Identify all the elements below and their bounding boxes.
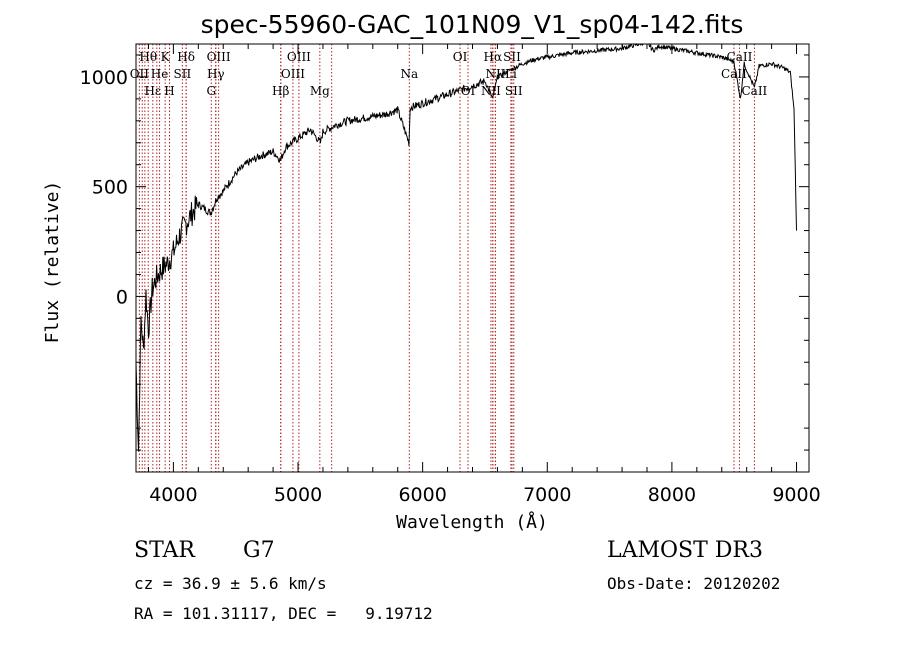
spectral-line-label: OIII [207,50,231,64]
spectral-line-label: Hθ [139,50,157,64]
spectral-line-label: CaII [727,50,753,64]
spectral-line-label: SII [505,84,523,98]
spectral-line-label: CaII [741,84,767,98]
x-tick-label: 9000 [772,484,820,506]
x-tick-label: 8000 [648,484,696,506]
object-class: STAR [134,538,195,563]
spectral-line-label: Hγ [207,67,225,81]
obs-date-text: Obs-Date: 20120202 [607,574,781,593]
spectral-line-label: NII [481,84,501,98]
spectrum-line [135,43,797,452]
chart-title: spec-55960-GAC_101N09_V1_sp04-142.fits [201,10,744,39]
spectral-line-label: OII [130,67,150,81]
spectral-line-label: G [206,84,216,98]
spectral-line-label: OIII [281,67,305,81]
spectral-line-label: SII [503,50,521,64]
spectral-line-label: OI [461,84,476,98]
coordinates-text: RA = 101.31117, DEC = 9.19712 [134,604,433,623]
spectral-line-label: K [161,50,171,64]
survey-name: LAMOST DR3 [607,538,763,563]
y-tick-label: 1000 [80,67,128,89]
axis-ticks: 4000 5000 6000 7000 8000 9000 0 500 1000 [80,44,821,506]
x-tick-label: 7000 [523,484,571,506]
spectrum-series [135,43,797,452]
x-tick-label: 6000 [398,484,446,506]
spectral-line-label: CaII [721,67,747,81]
spectral-line-label: Li [505,67,517,81]
plot-axes [135,43,810,473]
spectral-line-label: Na [400,67,418,81]
redshift-text: cz = 36.9 ± 5.6 km/s [134,574,327,593]
x-tick-label: 4000 [149,484,197,506]
spectral-line-label: OIII [287,50,311,64]
x-tick-label: 5000 [274,484,322,506]
spectral-line-label: Hα [484,50,503,64]
spectral-line-label: NII [485,67,505,81]
spectral-line-label: Hβ [272,84,289,98]
spectral-line-label: He [151,67,169,81]
spectral-line-label: Hδ [177,50,195,64]
spectral-line-markers [138,44,755,472]
plot-frame [135,43,810,473]
x-axis-label: Wavelength (Å) [396,511,548,533]
spectral-line-label: H [164,84,174,98]
y-tick-label: 0 [116,286,128,308]
object-subclass: G7 [243,538,275,563]
spectral-line-label: Mg [310,84,330,98]
y-axis-label: Flux (relative) [42,181,63,344]
spectral-line-label: Hε [144,84,161,98]
spectral-line-label: OI [453,50,468,64]
spectral-line-label: SII [174,67,192,81]
y-tick-label: 500 [92,177,128,199]
